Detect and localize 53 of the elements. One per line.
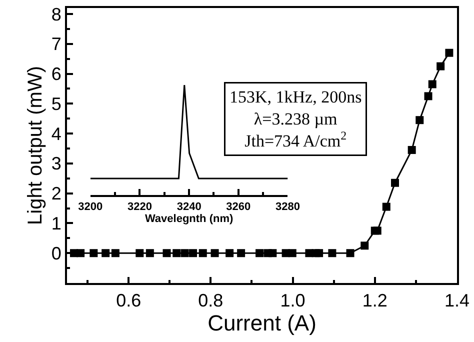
point: [268, 249, 277, 258]
x-tick-label: 1.0: [280, 290, 306, 311]
point: [162, 249, 171, 258]
point: [146, 249, 154, 258]
y-tick-label: 4: [51, 124, 62, 144]
point: [136, 249, 144, 258]
point: [180, 249, 189, 258]
y-tick-label: 2: [51, 184, 62, 204]
point: [391, 178, 400, 187]
point: [288, 249, 296, 258]
point: [76, 249, 85, 258]
y-tick-label: 7: [51, 34, 62, 54]
point: [436, 62, 445, 70]
point: [102, 249, 110, 258]
point: [346, 249, 354, 258]
point: [226, 249, 234, 258]
x-tick-label: 1.2: [362, 290, 388, 311]
x-tick-label: 3240: [176, 201, 202, 214]
x-tick-label: 1.4: [444, 290, 470, 311]
point: [210, 249, 219, 258]
point: [416, 116, 424, 124]
point: [328, 249, 336, 258]
point: [315, 249, 324, 258]
point: [445, 48, 454, 57]
point: [382, 202, 390, 211]
x-axis-title: Wavelegnth (nm): [144, 213, 234, 226]
annotation: 153K, 1kHz, 200ns λ=3.238 µm Jth=734 A/cm$^{2}$: [230, 88, 362, 151]
point: [408, 146, 416, 154]
x-tick-label: 3220: [128, 201, 152, 214]
y-tick-label: 1: [51, 214, 62, 234]
y-tick-label: 5: [51, 94, 62, 114]
point: [424, 92, 432, 100]
y-tick-label: 8: [51, 4, 62, 24]
y-tick-label: 3: [51, 154, 62, 174]
x-tick-label: 3280: [276, 201, 300, 214]
point: [189, 249, 198, 258]
point: [373, 226, 382, 235]
point: [256, 249, 264, 258]
y-tick-label: 0: [51, 243, 62, 264]
point: [428, 80, 436, 88]
x-tick-label: 0.8: [198, 290, 224, 311]
x-tick-label: 0.6: [116, 290, 142, 311]
y-tick-label: 6: [51, 64, 62, 84]
point: [90, 249, 98, 258]
point: [198, 249, 207, 258]
point: [237, 249, 246, 258]
y-axis-title: Light output (mW): [24, 66, 46, 225]
point: [172, 249, 181, 258]
point: [360, 242, 369, 250]
x-tick-label: 3200: [78, 201, 103, 214]
x-axis-title: Current (A): [208, 310, 316, 336]
point: [111, 249, 120, 258]
x-tick-label: 3260: [226, 201, 251, 214]
